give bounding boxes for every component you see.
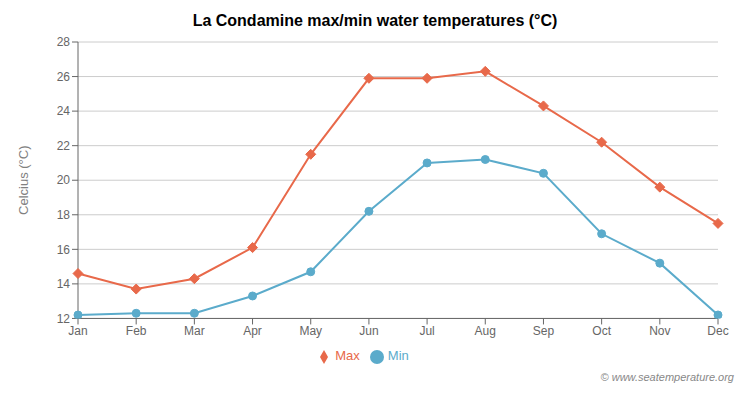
svg-text:Jan: Jan: [68, 324, 87, 338]
svg-text:Jun: Jun: [359, 324, 378, 338]
svg-text:Sep: Sep: [533, 324, 555, 338]
svg-text:26: 26: [57, 70, 71, 84]
svg-text:28: 28: [57, 35, 71, 49]
svg-text:24: 24: [57, 104, 71, 118]
svg-text:14: 14: [57, 277, 71, 291]
svg-text:16: 16: [57, 243, 71, 257]
html-text:Max: Max: [335, 348, 360, 364]
svg-text:Aug: Aug: [475, 324, 496, 338]
svg-text:Mar: Mar: [184, 324, 205, 338]
svg-text:12: 12: [57, 312, 71, 326]
svg-text:Oct: Oct: [592, 324, 611, 338]
svg-text:May: May: [299, 324, 322, 338]
svg-text:22: 22: [57, 139, 71, 153]
svg-text:20: 20: [57, 173, 71, 187]
svg-text:Apr: Apr: [243, 324, 262, 338]
svg-text:Celcius (°C): Celcius (°C): [16, 145, 31, 214]
svg-text:Nov: Nov: [649, 324, 670, 338]
svg-text:18: 18: [57, 208, 71, 222]
svg-text:Feb: Feb: [126, 324, 147, 338]
svg-text:Jul: Jul: [419, 324, 434, 338]
html-text:Min: Min: [387, 348, 409, 364]
html-text:La Condamine max/min water tem: La Condamine max/min water temperatures …: [192, 12, 558, 29]
html-text:© www.seatemperature.org: © www.seatemperature.org: [600, 371, 734, 383]
svg-text:Dec: Dec: [707, 324, 728, 338]
